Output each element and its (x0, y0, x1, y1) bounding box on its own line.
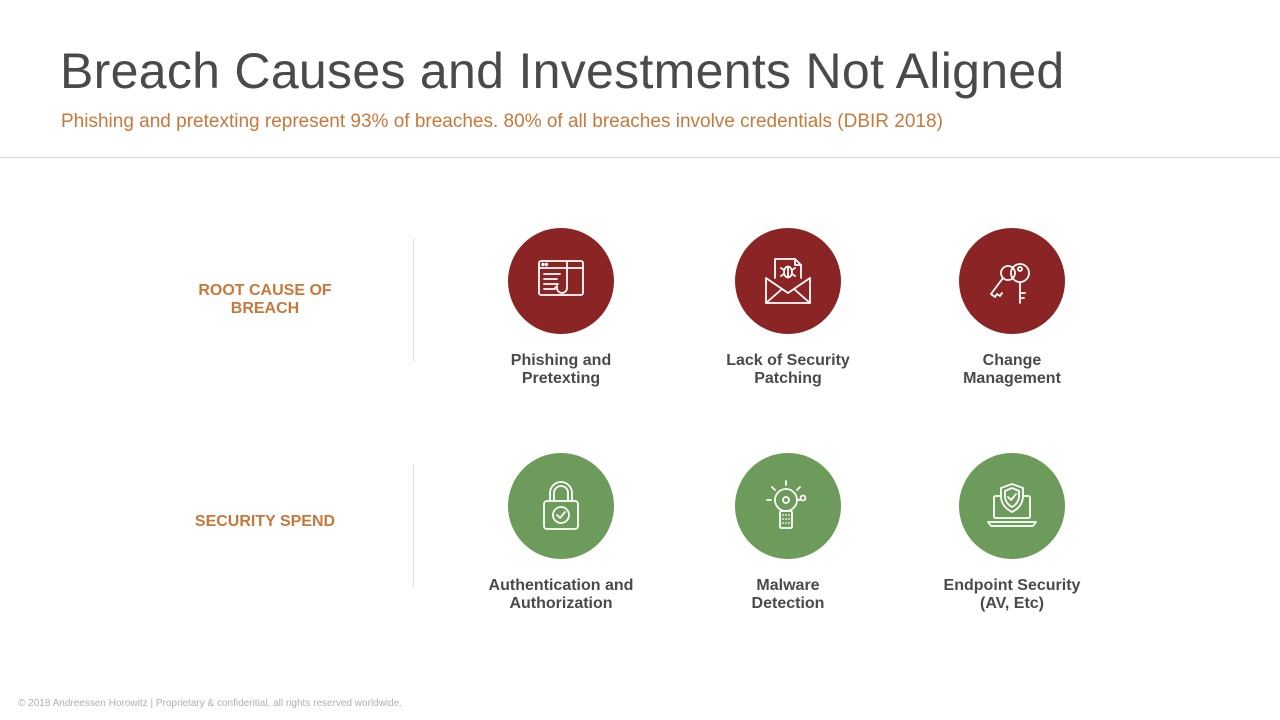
item-label-authentication: Authentication and Authorization (488, 577, 634, 612)
item-label-phishing: Phishing and Pretexting (510, 352, 612, 387)
item-change-management: Change Management (912, 228, 1112, 388)
bug-envelope-icon (735, 228, 841, 334)
row-divider-root-cause (413, 238, 414, 362)
item-label-patching: Lack of Security Patching (726, 352, 850, 387)
row-label-security-spend: SECURITY SPEND (194, 513, 336, 530)
row-label-root-cause: ROOT CAUSE OF BREACH (198, 282, 332, 317)
keys-icon (959, 228, 1065, 334)
item-label-malware-detection: Malware Detection (751, 577, 825, 612)
item-label-change-management: Change Management (963, 352, 1061, 387)
slide-subtitle: Phishing and pretexting represent 93% of… (61, 111, 943, 132)
header-divider (0, 157, 1280, 158)
item-endpoint-security: Endpoint Security (AV, Etc) (912, 453, 1112, 613)
item-malware-detection: Malware Detection (688, 453, 888, 613)
item-patching: Lack of Security Patching (688, 228, 888, 388)
item-authentication: Authentication and Authorization (461, 453, 661, 613)
item-label-endpoint-security: Endpoint Security (AV, Etc) (943, 577, 1081, 612)
alarm-bell-icon (735, 453, 841, 559)
laptop-shield-icon (959, 453, 1065, 559)
row-divider-security-spend (413, 464, 414, 588)
footer-copyright: © 2018 Andreessen Horowitz | Proprietary… (18, 698, 403, 709)
slide-title: Breach Causes and Investments Not Aligne… (60, 43, 1065, 99)
phishing-hook-icon (508, 228, 614, 334)
padlock-check-icon (508, 453, 614, 559)
item-phishing: Phishing and Pretexting (461, 228, 661, 388)
